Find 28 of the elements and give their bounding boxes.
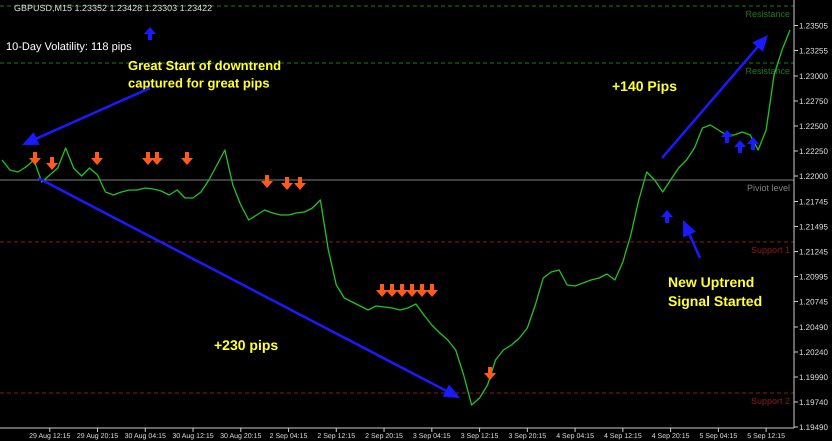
y-tick-label: 1.20995 bbox=[799, 272, 828, 282]
y-tick-label: 1.21495 bbox=[799, 222, 828, 232]
chart-title: GBPUSD,M15 1.23352 1.23428 1.23303 1.23422 bbox=[14, 3, 212, 13]
y-tick-label: 1.19740 bbox=[799, 398, 828, 407]
y-tick-label: 1.21245 bbox=[799, 247, 828, 256]
y-tick-label: 1.19490 bbox=[799, 422, 828, 432]
y-tick-label: 1.22000 bbox=[799, 172, 828, 181]
line-series bbox=[1, 29, 791, 406]
y-tick-label: 1.23505 bbox=[799, 21, 828, 30]
y-tick-label: 1.21745 bbox=[799, 197, 828, 206]
y-tick-label: 1.20745 bbox=[799, 297, 828, 306]
ref-line-label: Resistance bbox=[745, 9, 790, 19]
y-tick-label: 1.22250 bbox=[799, 146, 828, 156]
annotation: New Uptrend Signal Started bbox=[668, 274, 762, 309]
y-tick-label: 1.20490 bbox=[799, 322, 828, 332]
y-tick-label: 1.19990 bbox=[799, 372, 828, 382]
y-tick-label: 1.22500 bbox=[799, 122, 828, 131]
y-tick-label: 1.23255 bbox=[799, 46, 828, 56]
annotation: Great Start of downtrend captured for great pips bbox=[128, 58, 282, 91]
ref-line-label: Support 1 bbox=[750, 245, 790, 255]
ref-line-label: Support 2 bbox=[750, 396, 790, 406]
ref-line-label: Piviot level bbox=[746, 183, 790, 193]
annotation: 10-Day Volatility: 118 pips bbox=[6, 41, 132, 53]
y-tick-label: 1.22750 bbox=[799, 96, 828, 106]
annotation: +230 pips bbox=[214, 337, 278, 353]
y-tick-label: 1.23000 bbox=[799, 72, 828, 81]
annotation: +140 Pips bbox=[612, 78, 678, 94]
y-tick-label: 1.20240 bbox=[799, 348, 828, 357]
